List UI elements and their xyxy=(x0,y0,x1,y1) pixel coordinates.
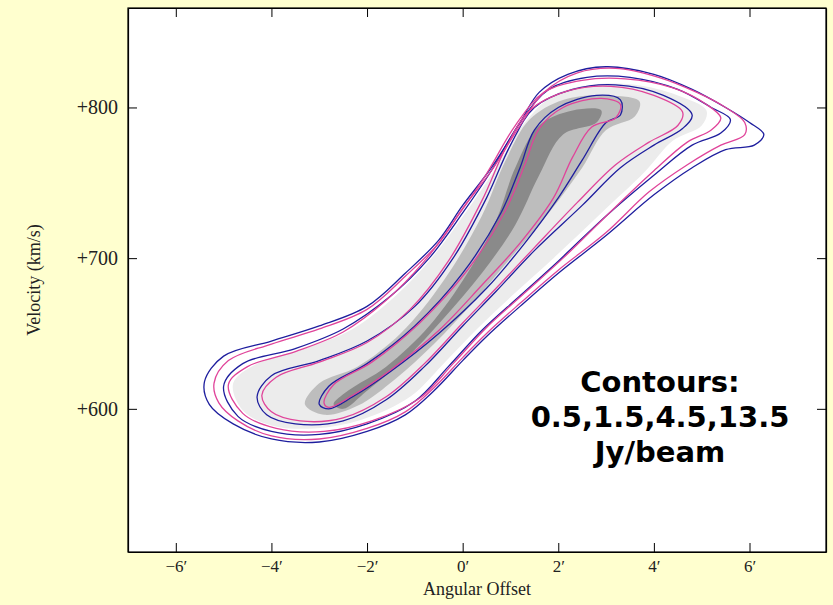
tick xyxy=(367,8,368,17)
plot-frame xyxy=(128,8,826,552)
tick xyxy=(463,8,464,17)
tick xyxy=(817,409,826,410)
tick xyxy=(817,258,826,259)
y-axis-title: Velocity (km/s) xyxy=(24,224,45,335)
annotation-line: Contours: xyxy=(580,365,739,399)
tick: 4′ xyxy=(648,543,660,576)
tick-mark xyxy=(463,543,464,552)
tick: 6′ xyxy=(744,543,756,576)
tick-mark xyxy=(750,543,751,552)
tick-mark xyxy=(654,8,655,17)
contour-line xyxy=(214,68,746,439)
tick xyxy=(817,107,826,108)
tick: −2′ xyxy=(357,543,379,576)
chart: −6′ −4′ −2′ 0′ 2′ 4′ 6′ +600 +700 +800 Angular Off… xyxy=(0,0,833,605)
x-axis: −6′ −4′ −2′ 0′ 2′ 4′ 6′ xyxy=(129,543,827,576)
contour-line xyxy=(204,67,764,443)
tick-mark xyxy=(750,8,751,17)
tick-mark xyxy=(817,409,826,410)
tick-mark xyxy=(367,8,368,17)
tick: 2′ xyxy=(553,543,565,576)
tick-label: +800 xyxy=(77,96,118,118)
tick xyxy=(271,8,272,17)
tick xyxy=(750,8,751,17)
plot-background xyxy=(128,8,826,552)
tick-mark xyxy=(271,543,272,552)
tick xyxy=(176,8,177,17)
tick xyxy=(558,8,559,17)
tick-mark xyxy=(817,258,826,259)
tick-mark xyxy=(367,543,368,552)
contour-line xyxy=(319,95,622,409)
tick: −4′ xyxy=(261,543,283,576)
contour-line xyxy=(324,98,621,407)
tick-mark xyxy=(817,107,826,108)
tick-mark xyxy=(128,409,137,410)
tick-label: +700 xyxy=(77,247,118,269)
tick xyxy=(654,8,655,17)
tick-mark xyxy=(176,8,177,17)
tick-mark xyxy=(654,543,655,552)
tick-label: 6′ xyxy=(744,557,756,576)
tick-label: 4′ xyxy=(648,557,660,576)
annotation-line: 0.5,1.5,4.5,13.5 xyxy=(531,400,790,434)
tick: −6′ xyxy=(165,543,187,576)
tick-mark xyxy=(128,107,137,108)
tick-label: 0′ xyxy=(457,557,469,576)
tick: 0′ xyxy=(457,543,469,576)
tick-label: −2′ xyxy=(357,557,379,576)
plot-marks xyxy=(204,67,764,443)
tick-mark xyxy=(128,258,137,259)
y-axis-right xyxy=(817,9,827,553)
tick-mark xyxy=(558,543,559,552)
x-axis-top xyxy=(129,8,827,17)
tick-label: 2′ xyxy=(553,557,565,576)
tick-label: −6′ xyxy=(165,557,187,576)
tick-mark xyxy=(176,543,177,552)
annotation: Contours:0.5,1.5,4.5,13.5Jy/beam xyxy=(531,365,790,469)
tick-mark xyxy=(463,8,464,17)
tick-mark xyxy=(558,8,559,17)
x-axis-title: Angular Offset xyxy=(423,579,531,599)
tick-label: +600 xyxy=(77,398,118,420)
tick-label: −4′ xyxy=(261,557,283,576)
tick-mark xyxy=(271,8,272,17)
annotation-line: Jy/beam xyxy=(593,435,726,469)
